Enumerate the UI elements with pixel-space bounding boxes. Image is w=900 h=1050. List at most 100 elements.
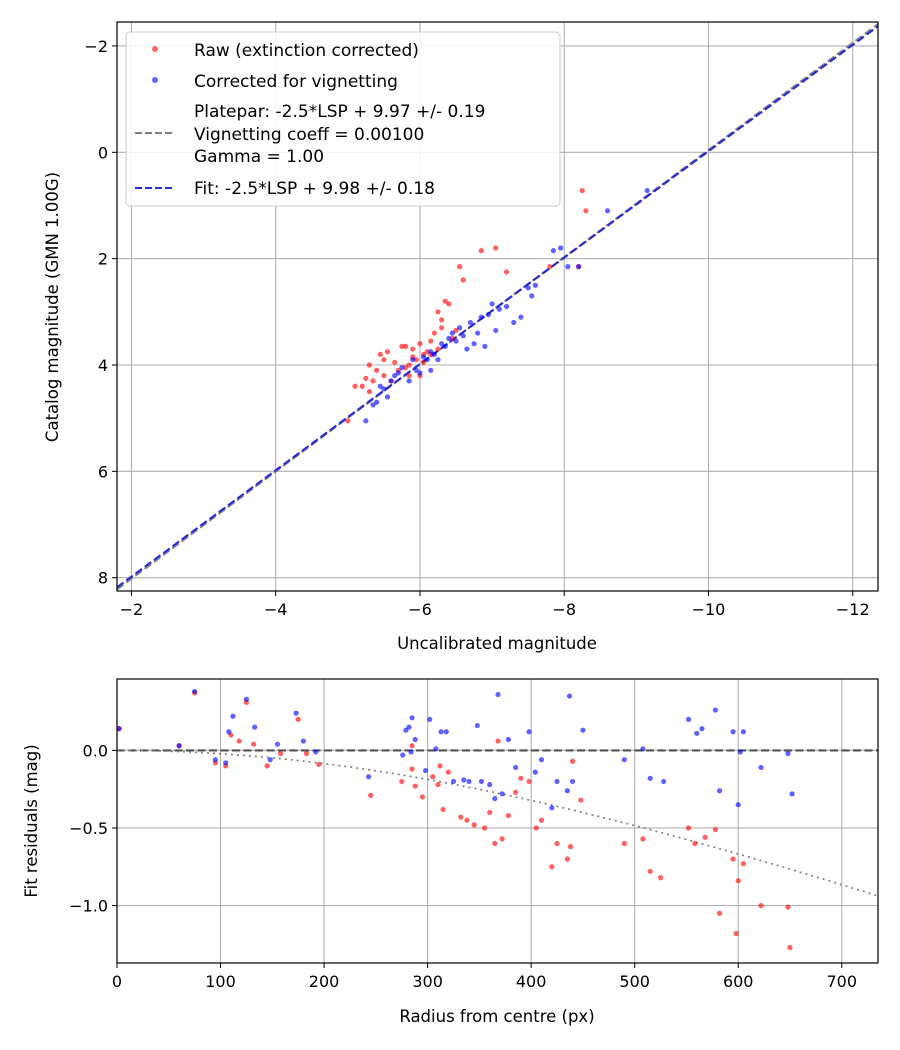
bottom-line-vignetting-model: [117, 749, 878, 897]
top-data-point: [460, 333, 466, 339]
bottom-data-point: [564, 788, 570, 794]
bottom-data-point: [712, 707, 719, 713]
bottom-y-tick-label: −0.5: [69, 819, 108, 838]
top-data-point: [439, 341, 445, 347]
top-data-point: [388, 378, 394, 384]
bottom-data-point: [640, 836, 646, 842]
top-x-tick-label: −2: [120, 600, 144, 619]
top-data-point: [381, 386, 387, 392]
bottom-data-point: [532, 769, 538, 775]
top-data-point: [384, 349, 391, 355]
top-data-point: [413, 367, 419, 373]
bottom-data-point: [647, 868, 653, 875]
bottom-data-point: [313, 749, 319, 755]
top-data-point: [410, 357, 416, 363]
top-data-point: [417, 341, 423, 347]
top-data-point: [446, 335, 452, 342]
top-data-point: [525, 285, 531, 291]
top-axes-frame: [116, 21, 879, 592]
bottom-data-point: [580, 727, 586, 733]
bottom-data-point: [117, 726, 122, 732]
top-data-point: [449, 335, 456, 342]
top-x-tick-label: −12: [836, 600, 870, 619]
top-data-point: [399, 365, 405, 371]
legend-raw-label: Raw (extinction corrected): [194, 41, 419, 61]
top-x-ticks: −2 −4 −6 −8 −10 −12: [120, 591, 870, 619]
top-data-point: [366, 388, 373, 395]
top-data-point: [529, 293, 535, 299]
top-data-point: [457, 325, 463, 331]
top-series-corrected: [363, 187, 650, 424]
top-fit-lines: [117, 23, 878, 591]
top-data-point: [478, 314, 484, 320]
legend-platepar-line2: Vignetting coeff = 0.00100: [194, 125, 424, 145]
top-data-point: [604, 208, 611, 214]
top-scatter-points: [345, 187, 650, 424]
top-data-point: [576, 264, 582, 270]
top-data-point: [424, 349, 430, 355]
bottom-data-point: [230, 713, 236, 719]
bottom-data-point: [785, 904, 791, 910]
top-data-point: [406, 373, 412, 379]
bottom-data-point: [412, 736, 418, 743]
legend-platepar-line1: Platepar: -2.5*LSP + 9.97 +/- 0.19: [194, 102, 485, 122]
bottom-data-point: [578, 797, 584, 803]
top-data-point: [460, 277, 466, 283]
top-data-point: [406, 378, 412, 384]
bottom-data-point: [657, 875, 664, 881]
top-line-fit: [117, 25, 878, 589]
bottom-data-point: [303, 750, 310, 757]
bottom-data-point: [740, 861, 747, 867]
bottom-data-point: [492, 840, 498, 847]
bottom-data-point: [554, 840, 560, 847]
top-data-point: [384, 394, 391, 400]
top-data-point: [644, 187, 650, 194]
top-data-point: [442, 298, 448, 304]
top-data-point: [503, 303, 510, 310]
top-data-point: [439, 317, 445, 323]
top-data-point: [395, 370, 401, 376]
top-y-tick-label: 8: [98, 569, 108, 588]
top-x-axis-label: Uncalibrated magnitude: [397, 634, 597, 653]
bottom-data-point: [464, 817, 470, 823]
bottom-data-point: [437, 763, 443, 769]
bottom-data-point: [251, 741, 257, 747]
bottom-x-tick-label: 200: [309, 972, 340, 991]
top-data-point: [442, 343, 448, 349]
bottom-data-point: [621, 840, 627, 847]
top-data-point: [424, 357, 430, 363]
bottom-data-point: [400, 752, 406, 758]
top-data-point: [381, 373, 387, 379]
bottom-data-point: [735, 802, 741, 808]
bottom-x-tick-label: 100: [205, 972, 236, 991]
bottom-chart: 0 100 200 300 400 500 600 700 −1.0 −0.5 0.0 Radiu…: [22, 678, 879, 1026]
bottom-data-point: [538, 817, 545, 823]
bottom-data-point: [569, 758, 576, 764]
bottom-x-tick-label: 600: [723, 972, 754, 991]
top-data-point: [345, 418, 351, 424]
bottom-data-point: [433, 746, 439, 752]
top-data-point: [457, 264, 463, 270]
bottom-data-point: [735, 878, 741, 884]
top-data-point: [579, 187, 585, 194]
bottom-data-point: [549, 864, 555, 870]
bottom-data-point: [533, 825, 539, 831]
top-data-point: [496, 306, 502, 312]
top-y-tick-label: −2: [84, 37, 108, 56]
bottom-model-lines: [117, 749, 878, 897]
bottom-data-point: [440, 806, 446, 812]
bottom-data-point: [192, 688, 198, 695]
top-data-point: [435, 309, 441, 315]
bottom-x-axis-label: Radius from centre (px): [399, 1007, 594, 1026]
legend-corrected-marker: [152, 77, 158, 83]
top-data-point: [399, 343, 405, 349]
bottom-data-point: [471, 822, 477, 828]
bottom-data-point: [499, 836, 505, 842]
bottom-data-point: [733, 930, 739, 937]
bottom-data-point: [787, 944, 793, 951]
top-data-point: [406, 362, 412, 368]
bottom-data-point: [264, 763, 270, 769]
top-data-point: [413, 357, 419, 363]
top-data-point: [485, 311, 492, 318]
